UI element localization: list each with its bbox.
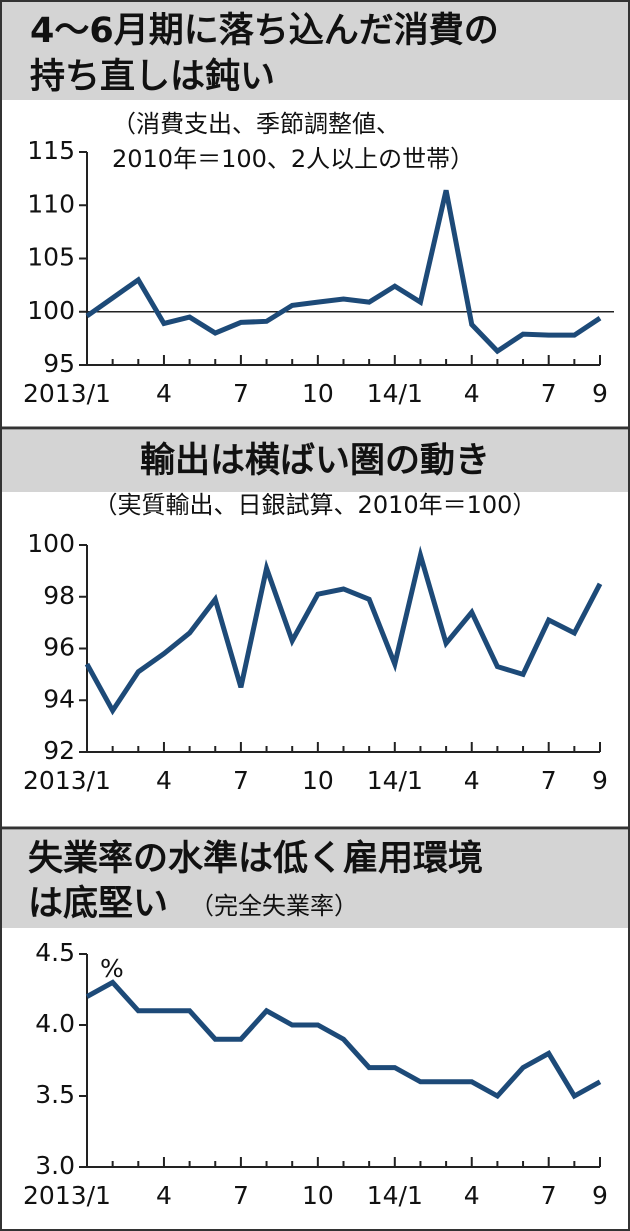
- x-tick-label: 7: [233, 766, 249, 795]
- y-tick-label: 96: [43, 633, 75, 662]
- chart-title: 輸出は横ばい圏の動き: [140, 441, 490, 481]
- y-tick-label: 92: [43, 736, 75, 765]
- chart-subtitle: （消費支出、季節調整値、: [112, 110, 400, 138]
- x-tick-label: 14/1: [367, 766, 423, 795]
- title-band: [0, 830, 630, 928]
- chart-subtitle: 2010年＝100、2人以上の世帯）: [112, 145, 474, 173]
- title-band: [0, 430, 630, 492]
- y-tick-label: 110: [27, 189, 75, 218]
- x-tick-label: 4: [156, 1181, 172, 1210]
- x-tick-label: 7: [233, 379, 249, 408]
- x-tick-label: 2013/1: [23, 1181, 111, 1210]
- y-tick-label: 94: [43, 684, 75, 713]
- x-tick-label: 7: [233, 1181, 249, 1210]
- x-tick-label: 7: [541, 1181, 557, 1210]
- chart-title: は底堅い: [28, 884, 168, 924]
- x-tick-label: 9: [592, 1181, 608, 1210]
- chart-subtitle: （完全失業率）: [190, 892, 358, 920]
- x-tick-label: 4: [156, 766, 172, 795]
- data-line: [84, 545, 603, 716]
- y-tick-label: 95: [43, 349, 75, 378]
- chart-title: 持ち直しは鈍い: [30, 57, 275, 97]
- x-tick-label: 7: [541, 379, 557, 408]
- data-line: [85, 979, 602, 1100]
- x-tick-label: 4: [156, 379, 172, 408]
- x-tick-label: 2013/1: [23, 379, 111, 408]
- y-tick-label: 4.0: [35, 1009, 75, 1038]
- y-tick-label: 3.0: [35, 1151, 75, 1180]
- x-tick-label: 10: [302, 1181, 334, 1210]
- x-tick-label: 10: [302, 766, 334, 795]
- data-line: [85, 189, 602, 355]
- x-tick-label: 4: [464, 766, 480, 795]
- title-band: [0, 0, 630, 100]
- y-tick-label: 4.5: [35, 938, 75, 967]
- y-tick-label: 100: [27, 296, 75, 325]
- y-tick-label: 3.5: [35, 1080, 75, 1109]
- x-tick-label: 14/1: [367, 379, 423, 408]
- x-tick-label: 4: [464, 379, 480, 408]
- x-tick-label: 10: [302, 379, 334, 408]
- y-tick-label: 98: [43, 581, 75, 610]
- unit-label: %: [100, 954, 124, 983]
- chart-title: 失業率の水準は低く雇用環境: [28, 838, 483, 879]
- x-tick-label: 14/1: [367, 1181, 423, 1210]
- y-tick-label: 105: [27, 243, 75, 272]
- chart-title: 4〜6月期に落ち込んだ消費の: [30, 11, 499, 51]
- x-tick-label: 4: [464, 1181, 480, 1210]
- y-tick-label: 100: [27, 529, 75, 558]
- x-tick-label: 9: [592, 379, 608, 408]
- y-tick-label: 115: [27, 136, 75, 165]
- x-tick-label: 7: [541, 766, 557, 795]
- x-tick-label: 2013/1: [23, 766, 111, 795]
- x-tick-label: 9: [592, 766, 608, 795]
- chart-subtitle: （実質輸出、日銀試算、2010年＝100）: [94, 491, 537, 519]
